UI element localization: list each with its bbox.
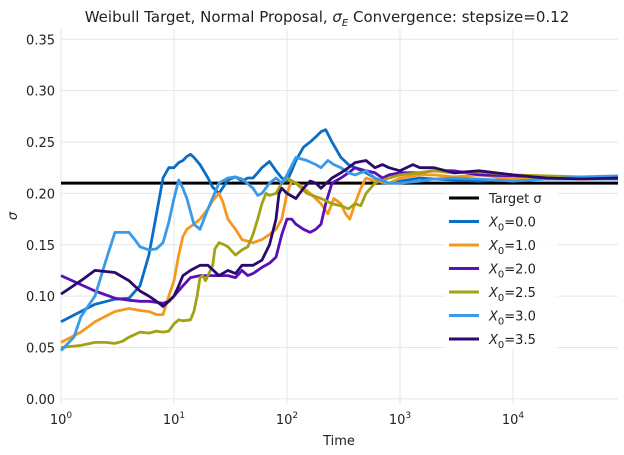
- x-axis-ticks: 100 101 102 103 104: [50, 411, 525, 428]
- x-tick-label: 104: [502, 411, 525, 428]
- legend: Target σ X0=0.0 X0=1.0 X0=2.0 X0=2.5 X0=3.0 X0…: [444, 185, 558, 351]
- series-lines: [59, 128, 619, 352]
- y-tick-label: 0.30: [26, 85, 55, 100]
- y-axis-label: σ: [6, 211, 21, 220]
- x-tick-label: 101: [163, 411, 185, 428]
- y-tick-label: 0.35: [26, 33, 55, 48]
- y-tick-label: 0.25: [26, 136, 55, 151]
- x-axis-label: Time: [322, 434, 355, 449]
- chart-title: Weibull Target, Normal Proposal, σE Conv…: [85, 8, 570, 29]
- y-tick-label: 0.10: [26, 290, 55, 305]
- x-tick-label: 100: [50, 411, 73, 428]
- y-tick-label: 0.15: [26, 239, 55, 254]
- x-tick-label: 102: [276, 411, 298, 428]
- legend-label: X0=0.0: [488, 216, 536, 234]
- legend-label: X0=3.0: [488, 310, 536, 328]
- y-tick-label: 0.00: [26, 393, 55, 408]
- legend-label: X0=2.5: [488, 286, 536, 304]
- legend-label: X0=2.0: [488, 263, 536, 281]
- y-axis-ticks: 0.00 0.05 0.10 0.15 0.20 0.25 0.30 0.35: [26, 33, 55, 408]
- y-tick-label: 0.20: [26, 187, 55, 202]
- x-tick-label: 103: [389, 411, 411, 428]
- series-line-4: [59, 156, 619, 352]
- series-line-5: [60, 159, 619, 308]
- series-line-0: [60, 128, 618, 324]
- legend-label: X0=1.0: [488, 239, 536, 257]
- legend-label: X0=3.5: [488, 333, 536, 351]
- legend-label: Target σ: [488, 192, 542, 207]
- y-tick-label: 0.05: [26, 341, 55, 356]
